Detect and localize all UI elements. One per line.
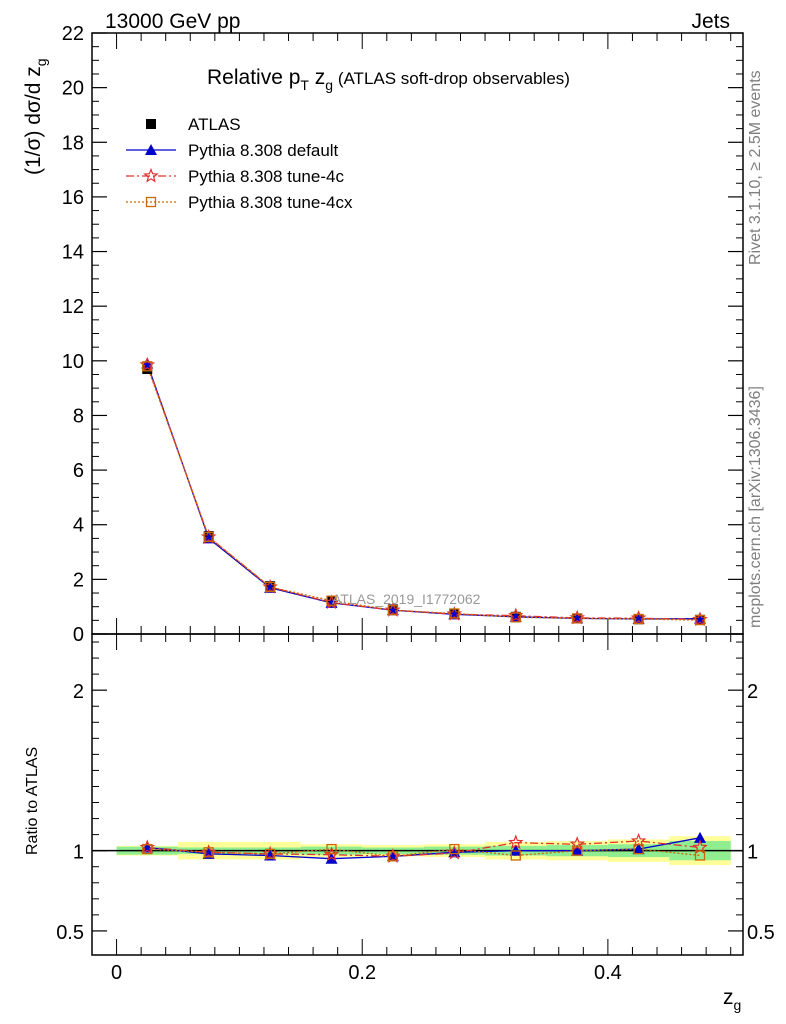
x-tick-label: 0 (111, 962, 122, 984)
data-point (142, 361, 153, 372)
series-line (146, 364, 701, 621)
ratio-data-point (203, 847, 214, 858)
analysis-watermark: ATLAS_2019_I1772062 (332, 591, 481, 607)
y-tick-label: 22 (62, 23, 84, 45)
ratio-panel-bands (92, 836, 743, 866)
ratio-data-point (694, 850, 706, 861)
legend-marker (145, 144, 157, 155)
y-tick-label: 0 (73, 624, 84, 646)
ratio-data-point (449, 843, 460, 855)
x-tick-label: 0.2 (348, 962, 376, 984)
ratio-series-line (147, 848, 701, 857)
data-point (694, 614, 706, 626)
ratio-data-point (694, 831, 707, 843)
legend: ATLAS Pythia 8.308 default Pythia 8.308 tu… (126, 115, 353, 212)
main-panel-series (139, 356, 708, 627)
ratio-y-tick-label-right: 0.5 (747, 922, 775, 944)
legend-label: Pythia 8.308 tune-4cx (188, 193, 353, 212)
ratio-data-point (630, 832, 647, 848)
main-panel-axes: 0 2 4 6 8 10 12 14 16 18 20 22 (62, 23, 744, 646)
y-tick-label: 8 (73, 405, 84, 427)
header-process: 13000 GeV pp (105, 10, 240, 33)
ratio-y-tick-label: 2 (73, 681, 84, 703)
data-point (510, 612, 521, 623)
x-tick-label: 0.4 (594, 962, 622, 984)
y-tick-label: 14 (62, 242, 84, 264)
data-point (572, 613, 583, 624)
y-tick-label: 4 (73, 515, 84, 537)
ratio-y-tick-label: 0.5 (56, 922, 84, 944)
y-tick-label: 18 (62, 132, 84, 154)
ratio-data-point (510, 850, 521, 861)
y-tick-label: 20 (62, 78, 84, 100)
rivet-version-label: Rivet 3.1.10, ≥ 2.5M events (747, 70, 764, 265)
legend-marker (146, 119, 156, 129)
y-tick-label: 10 (62, 351, 84, 373)
y-tick-label: 6 (73, 460, 84, 482)
legend-label: Pythia 8.308 tune-4c (188, 167, 344, 186)
legend-marker (145, 196, 157, 208)
legend-label: ATLAS (188, 115, 241, 134)
y-tick-label: 2 (73, 569, 84, 591)
ratio-data-point (508, 834, 524, 850)
ratio-y-axis-label: Ratio to ATLAS (24, 747, 41, 855)
data-point (387, 605, 399, 616)
ratio-panel-series (139, 831, 708, 864)
data-point (264, 581, 276, 593)
series-line (146, 363, 701, 620)
ratio-data-point (633, 843, 644, 855)
ratio-panel-frame (91, 633, 744, 956)
ratio-data-point (692, 839, 708, 855)
ratio-y-tick-label-right: 2 (747, 681, 758, 703)
data-point (326, 595, 337, 606)
y-tick-label: 16 (62, 187, 84, 209)
ratio-y-tick-label-right: 1 (747, 842, 758, 864)
ratio-data-point (387, 851, 399, 862)
legend-marker (143, 167, 159, 183)
mcplots-label: mcplots.cern.ch [arXiv:1306.3436] (747, 386, 764, 628)
ratio-data-point (569, 836, 586, 851)
ratio-panel-axes: 0.5 0.5 1 1 2 2 0 0.2 0.4 (56, 633, 775, 984)
series-line (146, 366, 701, 621)
ratio-data-point (264, 848, 276, 860)
ratio-data-point (509, 844, 522, 856)
ratio-data-point (632, 843, 645, 855)
ratio-data-point (326, 843, 337, 855)
ratio-data-point (572, 845, 583, 856)
legend-label: Pythia 8.308 default (188, 141, 339, 160)
ratio-y-tick-label: 1 (73, 842, 84, 864)
ratio-data-point (571, 844, 584, 856)
data-point (203, 531, 214, 543)
x-axis-label: zg (723, 986, 741, 1013)
data-point (633, 613, 644, 625)
data-point (449, 608, 460, 619)
ratio-data-point (142, 843, 153, 855)
header-category: Jets (691, 10, 730, 33)
plot-title: Relative pT zg (ATLAS soft-drop observab… (207, 66, 570, 93)
y-tick-label: 12 (62, 296, 84, 318)
data-point (142, 364, 153, 375)
main-y-axis-label: (1/σ) dσ/d zg (22, 58, 49, 175)
